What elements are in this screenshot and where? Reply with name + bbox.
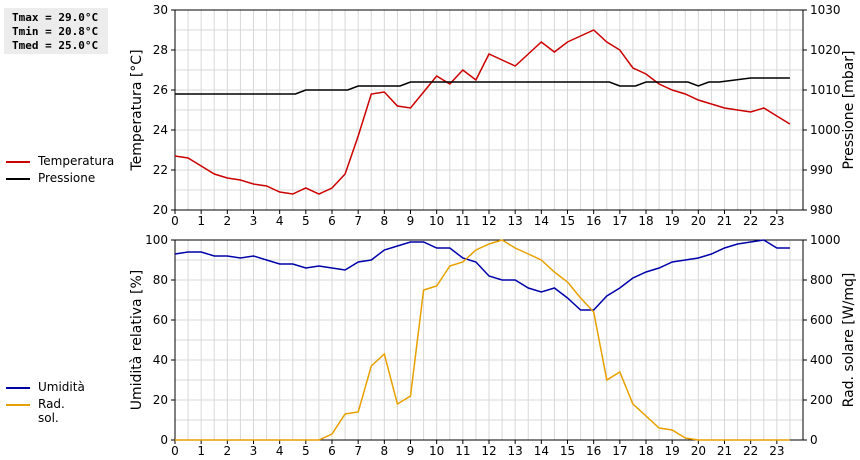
legend-swatch-pressione (6, 178, 30, 180)
chart2-xtick-label: 16 (586, 444, 601, 458)
chart1-xtick-label: 8 (381, 214, 389, 228)
chart2-xtick-label: 12 (481, 444, 496, 458)
legend-label-pressione: Pressione (38, 171, 96, 185)
chart2-xtick-label: 10 (429, 444, 444, 458)
chart2-xtick-label: 23 (769, 444, 784, 458)
chart2-ytick-label: 80 (153, 273, 168, 287)
chart2-xtick-label: 4 (276, 444, 284, 458)
chart1-y2tick-label: 1030 (810, 3, 841, 17)
chart2-y2tick-label: 600 (810, 313, 833, 327)
chart1-ytick-label: 26 (153, 83, 168, 97)
chart2-ytick-label: 100 (145, 233, 168, 247)
chart1-ytick-label: 20 (153, 203, 168, 217)
tmed-stat: Tmed = 25.0°C (12, 39, 99, 52)
legend-label-radsol: Rad. sol. (38, 397, 65, 425)
chart2-xtick-label: 22 (743, 444, 758, 458)
chart1-xtick-label: 23 (769, 214, 784, 228)
chart2-y2tick-label: 1000 (810, 233, 841, 247)
chart1-y2tick-label: 1000 (810, 123, 841, 137)
chart1-xtick-label: 19 (665, 214, 680, 228)
chart1-ytick-label: 24 (153, 123, 168, 137)
legend-label-temperatura: Temperatura (38, 154, 115, 168)
chart1-xtick-label: 12 (481, 214, 496, 228)
chart2-xtick-label: 15 (560, 444, 575, 458)
legend-label-umidita: Umidità (38, 380, 85, 394)
chart2-xtick-label: 17 (612, 444, 627, 458)
chart1-ytick-label: 30 (153, 3, 168, 17)
chart1-y2tick-label: 990 (810, 163, 833, 177)
chart1-xtick-label: 3 (250, 214, 258, 228)
chart2-series-rad-sol (175, 239, 790, 441)
chart2-xtick-label: 8 (381, 444, 389, 458)
chart1-xtick-label: 6 (328, 214, 336, 228)
chart2-xtick-label: 0 (171, 444, 179, 458)
chart1-ytick-label: 28 (153, 43, 168, 57)
chart2-series-umidit (174, 239, 790, 311)
chart1-series-pressione (175, 77, 790, 95)
chart1-xtick-label: 1 (197, 214, 205, 228)
chart1-y2tick-label: 1010 (810, 83, 841, 97)
legend-swatch-umidita (6, 387, 30, 389)
chart1-xtick-label: 16 (586, 214, 601, 228)
chart2-ytick-label: 40 (153, 353, 168, 367)
chart1-xtick-label: 0 (171, 214, 179, 228)
chart2-ytick-label: 60 (153, 313, 168, 327)
chart2-y2tick-label: 200 (810, 393, 833, 407)
legend-swatch-temperatura (6, 161, 30, 163)
chart1-xtick-label: 22 (743, 214, 758, 228)
chart2-xtick-label: 11 (455, 444, 470, 458)
chart2-y2tick-label: 800 (810, 273, 833, 287)
chart1-xtick-label: 5 (302, 214, 310, 228)
chart1-y2tick-label: 1020 (810, 43, 841, 57)
chart1-y2label: Pressione [mbar] (841, 50, 857, 169)
chart2-xtick-label: 19 (665, 444, 680, 458)
chart1-ylabel: Temperatura [°C] (129, 49, 145, 171)
chart2-xtick-label: 7 (354, 444, 362, 458)
chart2-xtick-label: 6 (328, 444, 336, 458)
chart2-xtick-label: 21 (717, 444, 732, 458)
legend-swatch-radsol (6, 404, 30, 406)
chart1-xtick-label: 18 (638, 214, 653, 228)
chart1-xtick-label: 7 (354, 214, 362, 228)
chart2-y2tick-label: 400 (810, 353, 833, 367)
chart2-xtick-label: 9 (407, 444, 415, 458)
chart2-ytick-label: 20 (153, 393, 168, 407)
tmax-stat: Tmax = 29.0°C (12, 11, 99, 24)
chart2-y2tick-label: 0 (810, 433, 818, 447)
chart2-xtick-label: 3 (250, 444, 258, 458)
chart1-xtick-label: 15 (560, 214, 575, 228)
chart1-xtick-label: 13 (508, 214, 523, 228)
chart1-xtick-label: 10 (429, 214, 444, 228)
chart2-xtick-label: 18 (638, 444, 653, 458)
chart1-xtick-label: 2 (224, 214, 232, 228)
chart2-xtick-label: 2 (224, 444, 232, 458)
chart2-ylabel: Umidità relativa [%] (129, 270, 145, 411)
chart1-xtick-label: 21 (717, 214, 732, 228)
chart2-xtick-label: 14 (534, 444, 549, 458)
chart1-xtick-label: 4 (276, 214, 284, 228)
chart1-xtick-label: 14 (534, 214, 549, 228)
chart2-ytick-label: 0 (160, 433, 168, 447)
chart2-xtick-label: 5 (302, 444, 310, 458)
chart1-ytick-label: 22 (153, 163, 168, 177)
chart1-xtick-label: 11 (455, 214, 470, 228)
stats-box: Tmax = 29.0°C Tmin = 20.8°C Tmed = 25.0°… (4, 8, 108, 54)
chart2-y2label: Rad. solare [W/mq] (841, 273, 857, 408)
chart1-xtick-label: 9 (407, 214, 415, 228)
chart2-xtick-label: 13 (508, 444, 523, 458)
chart2-xtick-label: 1 (197, 444, 205, 458)
chart1-xtick-label: 17 (612, 214, 627, 228)
chart1-xtick-label: 20 (691, 214, 706, 228)
tmin-stat: Tmin = 20.8°C (12, 25, 99, 38)
chart1-y2tick-label: 980 (810, 203, 833, 217)
chart1-series-temperatura (174, 29, 791, 195)
chart2-xtick-label: 20 (691, 444, 706, 458)
